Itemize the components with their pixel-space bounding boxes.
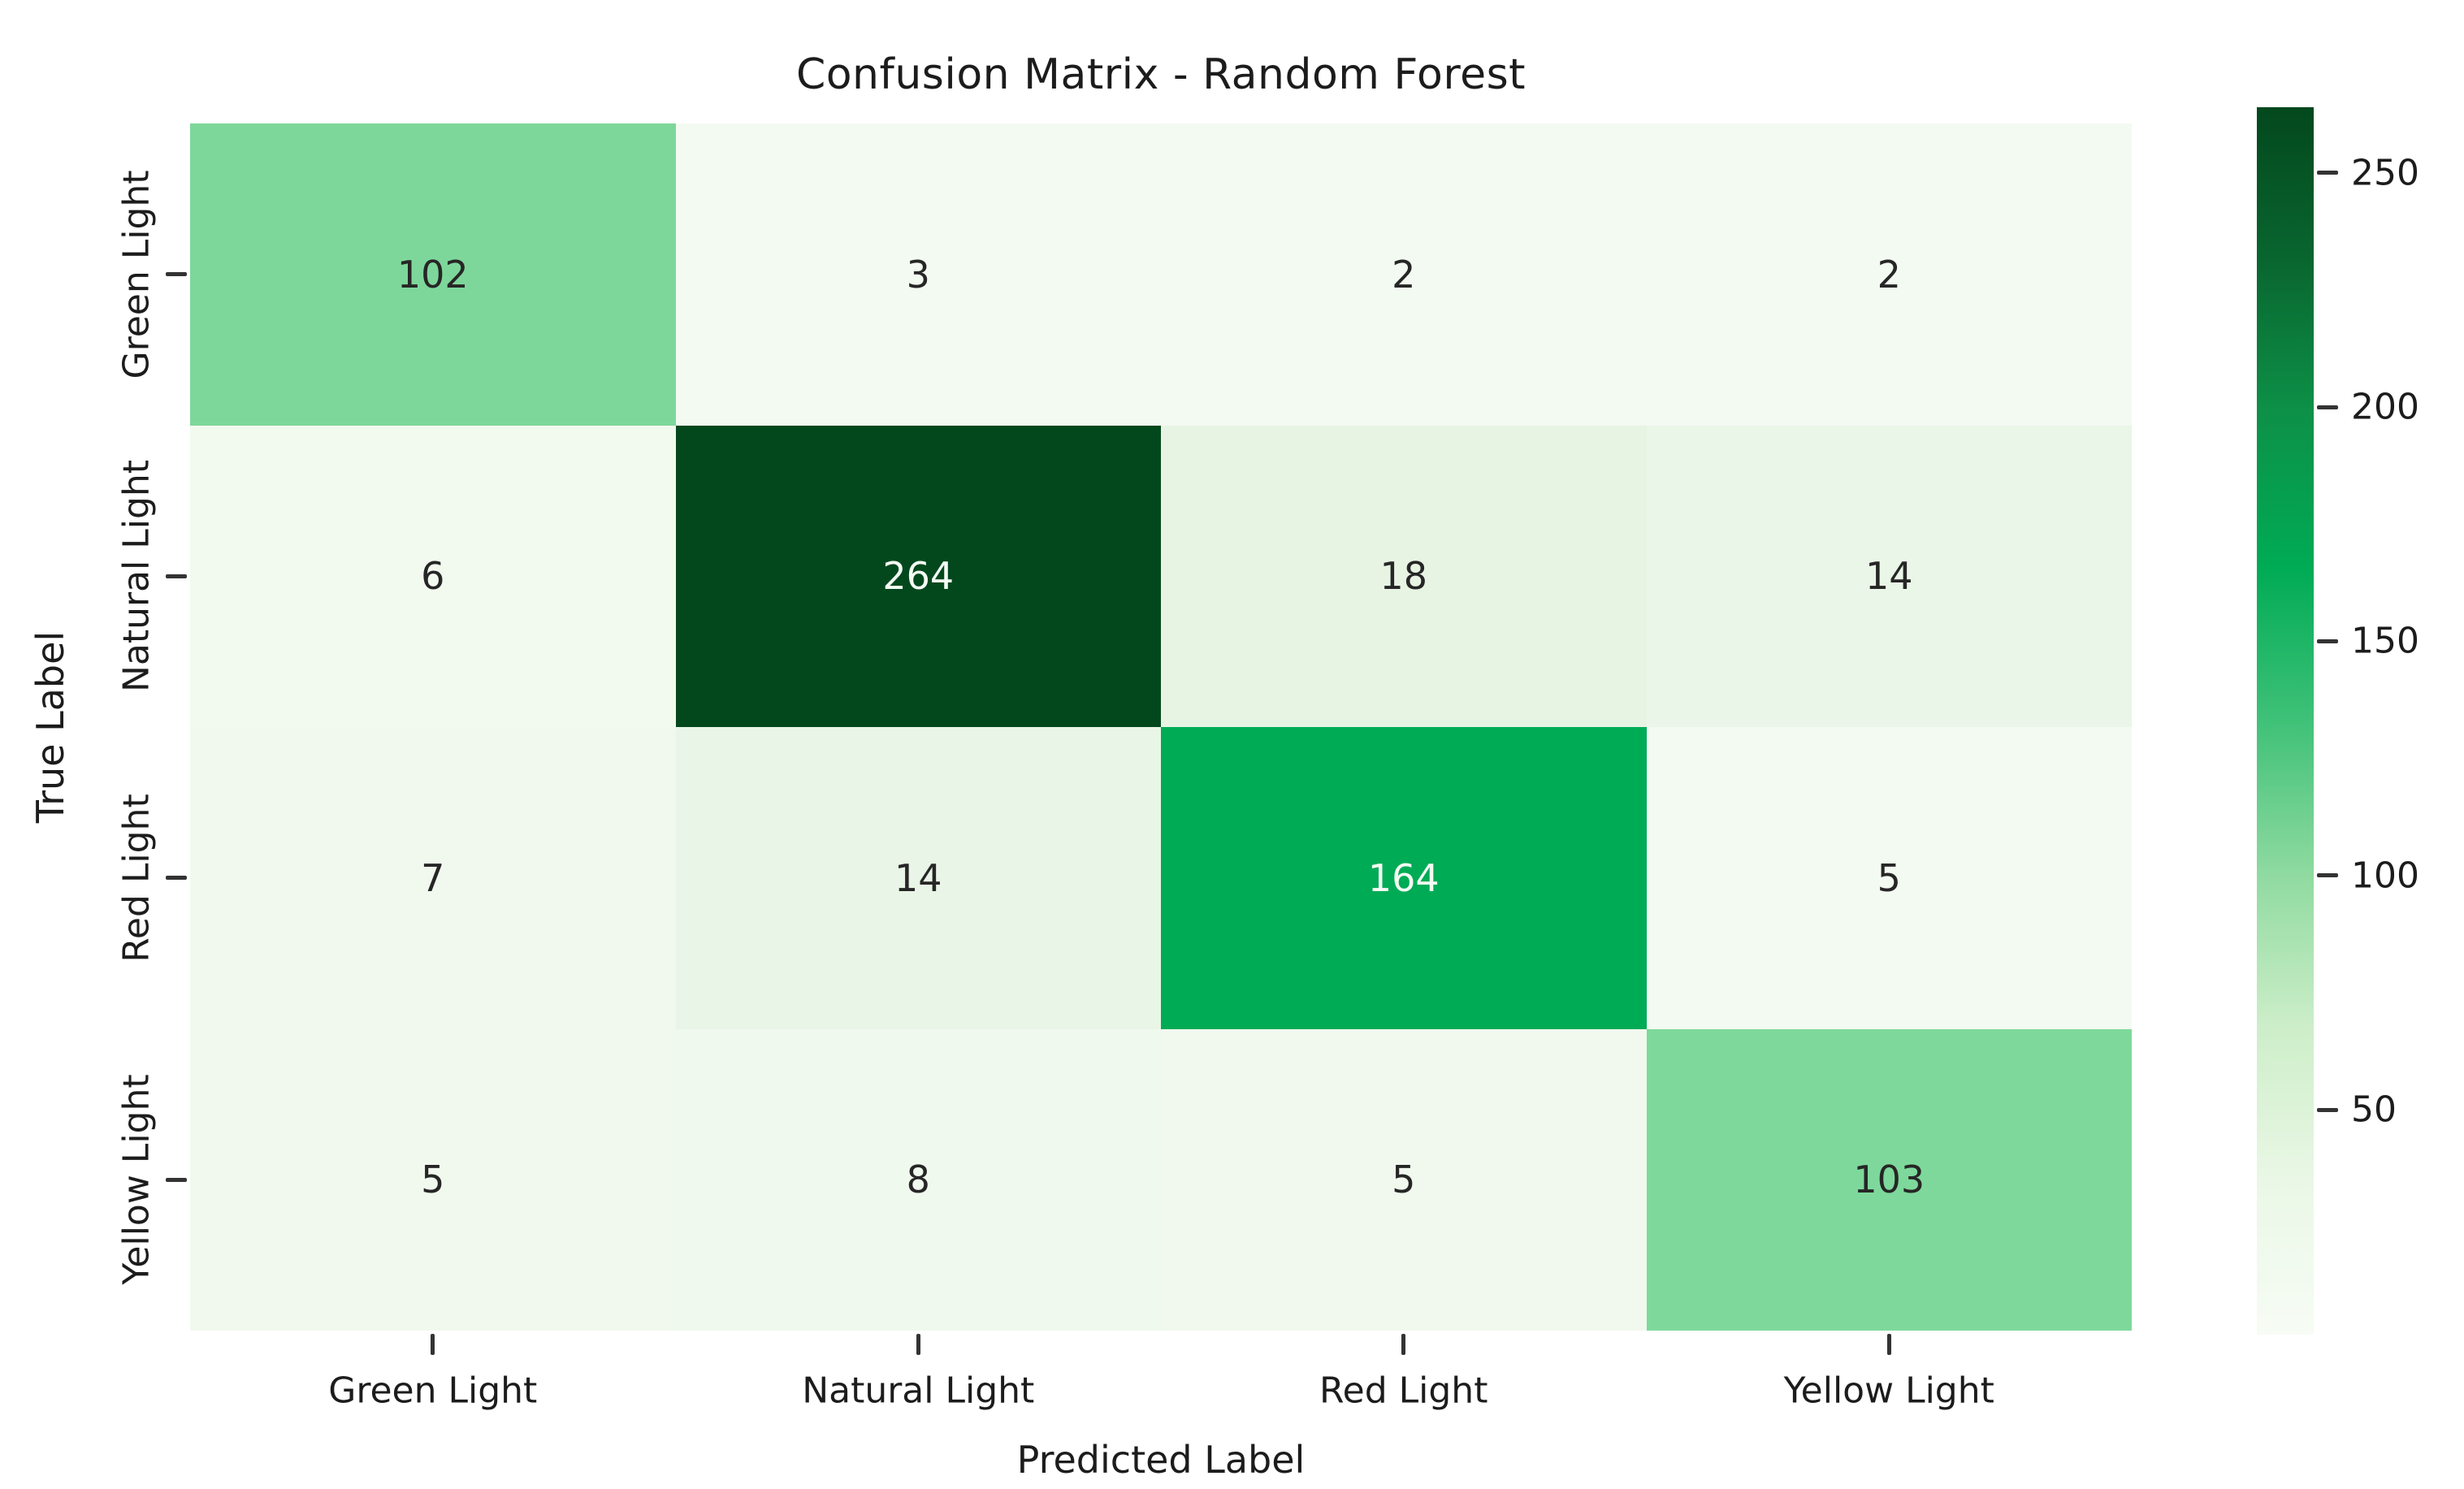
- heatmap-cell-r3c1: 8: [675, 1028, 1161, 1331]
- x-axis-tick: [431, 1334, 435, 1355]
- colorbar-tick: [2317, 873, 2338, 878]
- cell-value: 14: [894, 855, 942, 900]
- colorbar-tick-label: 100: [2351, 855, 2419, 897]
- cell-value: 7: [421, 855, 445, 900]
- cell-value: 2: [1877, 252, 1901, 297]
- y-axis-tick: [166, 272, 187, 277]
- heatmap-cell-r0c2: 2: [1161, 123, 1647, 426]
- x-axis-tick: [916, 1334, 920, 1355]
- x-tick-label-0: Green Light: [328, 1370, 538, 1412]
- x-axis-title: Predicted Label: [1016, 1438, 1306, 1482]
- y-axis-tick: [166, 574, 187, 578]
- colorbar: [2257, 107, 2314, 1335]
- heatmap-cell-r0c3: 2: [1646, 123, 2132, 426]
- cell-value: 264: [882, 554, 955, 599]
- colorbar-tick: [2317, 171, 2338, 175]
- heatmap-cell-r1c2: 18: [1161, 425, 1647, 727]
- colorbar-tick: [2317, 1107, 2338, 1112]
- heatmap-cell-r2c3: 5: [1646, 727, 2132, 1029]
- x-axis-tick: [1886, 1334, 1891, 1355]
- heatmap-cell-r2c2: 164: [1161, 727, 1647, 1029]
- cell-value: 6: [421, 554, 445, 599]
- x-tick-label-1: Natural Light: [802, 1370, 1035, 1412]
- heatmap-cell-r2c0: 7: [190, 727, 676, 1029]
- colorbar-tick: [2317, 638, 2338, 643]
- y-axis-title: True Label: [28, 630, 72, 824]
- cell-value: 5: [1877, 855, 1901, 900]
- cell-value: 18: [1379, 554, 1428, 599]
- colorbar-gradient: [2257, 107, 2314, 1335]
- heatmap-cell-r1c1: 264: [675, 425, 1161, 727]
- cell-value: 164: [1367, 855, 1440, 900]
- cell-value: 8: [906, 1158, 930, 1202]
- cell-value: 5: [421, 1158, 445, 1202]
- heatmap-cell-r0c1: 3: [675, 123, 1161, 426]
- cell-value: 102: [396, 252, 469, 297]
- x-tick-label-2: Red Light: [1319, 1370, 1488, 1412]
- heatmap-cell-r3c3: 103: [1646, 1028, 2132, 1331]
- y-axis-tick: [166, 876, 187, 881]
- cell-value: 103: [1853, 1158, 1925, 1202]
- cell-value: 2: [1392, 252, 1416, 297]
- y-tick-label-2: Red Light: [115, 794, 158, 963]
- colorbar-tick-label: 50: [2351, 1089, 2397, 1131]
- y-tick-label-0: Green Light: [115, 170, 158, 379]
- heatmap-cell-r0c0: 102: [190, 123, 676, 426]
- heatmap-cell-r3c2: 5: [1161, 1028, 1647, 1331]
- y-axis-tick: [166, 1177, 187, 1182]
- chart-title: Confusion Matrix - Random Forest: [795, 50, 1526, 99]
- cell-value: 3: [906, 252, 930, 297]
- y-tick-label-3: Yellow Light: [115, 1074, 158, 1285]
- colorbar-tick-label: 200: [2351, 386, 2419, 428]
- x-tick-label-3: Yellow Light: [1783, 1370, 1994, 1412]
- colorbar-tick-label: 250: [2351, 152, 2419, 194]
- heatmap-cell-r2c1: 14: [675, 727, 1161, 1029]
- y-tick-label-1: Natural Light: [115, 460, 158, 693]
- heatmap-cell-r1c3: 14: [1646, 425, 2132, 727]
- x-axis-tick: [1401, 1334, 1406, 1355]
- colorbar-tick-label: 150: [2351, 620, 2419, 662]
- cell-value: 5: [1392, 1158, 1416, 1202]
- heatmap-grid: 102 3 2 2 6 264 18 14 7 14 164 5 5 8 5 103: [190, 123, 2132, 1331]
- heatmap-cell-r1c0: 6: [190, 425, 676, 727]
- cell-value: 14: [1864, 554, 1913, 599]
- heatmap-cell-r3c0: 5: [190, 1028, 676, 1331]
- colorbar-tick: [2317, 405, 2338, 409]
